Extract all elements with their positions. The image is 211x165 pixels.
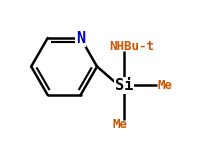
Text: Si: Si <box>115 78 133 93</box>
Text: NHBu-t: NHBu-t <box>109 40 154 53</box>
Text: Me: Me <box>157 79 172 92</box>
Text: N: N <box>76 31 85 46</box>
Text: Me: Me <box>112 118 127 131</box>
